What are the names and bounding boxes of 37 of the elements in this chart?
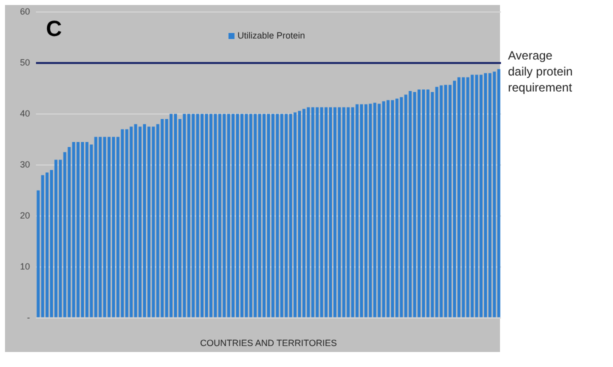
bar bbox=[373, 102, 376, 318]
bar bbox=[311, 107, 314, 318]
bar bbox=[435, 86, 438, 318]
y-tick-label: 40 bbox=[20, 108, 30, 118]
bar bbox=[346, 107, 350, 318]
bar bbox=[470, 74, 474, 318]
legend-label: Utilizable Protein bbox=[238, 30, 306, 40]
bar bbox=[192, 114, 195, 318]
bar bbox=[222, 114, 226, 318]
y-tick-label: 10 bbox=[20, 261, 30, 272]
y-tick-label: 50 bbox=[20, 57, 30, 68]
bar bbox=[254, 114, 257, 318]
bar bbox=[440, 85, 443, 318]
bar bbox=[466, 77, 470, 318]
bar bbox=[94, 136, 98, 318]
annotation: C bbox=[46, 16, 62, 42]
bar bbox=[280, 114, 284, 318]
x-axis-title: COUNTRIES AND TERRITORIES bbox=[200, 338, 337, 348]
bar bbox=[408, 91, 412, 318]
bar bbox=[497, 69, 500, 318]
y-tick-label: 20 bbox=[20, 210, 30, 220]
y-tick-label: 30 bbox=[20, 159, 30, 170]
bar bbox=[125, 129, 128, 318]
bar bbox=[130, 126, 133, 318]
bar bbox=[249, 114, 252, 318]
bar bbox=[160, 119, 164, 318]
bar bbox=[316, 107, 319, 318]
bar bbox=[98, 136, 102, 318]
ref-line-label: Average daily protein requirement bbox=[508, 48, 573, 94]
y-tick-label: - bbox=[27, 312, 30, 322]
y-tick-label: 60 bbox=[20, 6, 30, 16]
bar bbox=[378, 104, 381, 318]
bar bbox=[342, 107, 346, 318]
bar bbox=[404, 94, 408, 318]
bar bbox=[187, 114, 190, 318]
bar bbox=[284, 114, 288, 318]
bar bbox=[218, 114, 222, 318]
